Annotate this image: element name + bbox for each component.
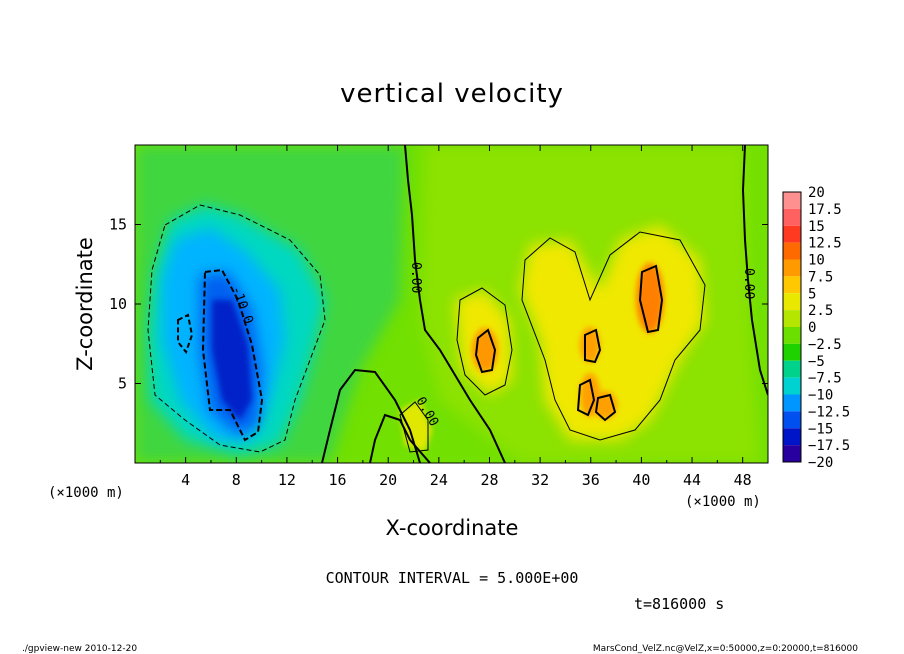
- y-tick-label: 15: [109, 216, 127, 234]
- colorbar-label: 10: [808, 253, 825, 269]
- y-axis-ticks: 5 10 15: [109, 216, 768, 393]
- colorbar-label: −15: [808, 421, 833, 437]
- contour-zero-left: [404, 145, 506, 463]
- colorbar-swatch: [783, 293, 801, 311]
- x-tick-label: 28: [480, 471, 498, 489]
- footer-left: ./gpview-new 2010-12-20: [22, 644, 137, 654]
- contour-label-zero-right: 0.00: [741, 268, 756, 299]
- x-tick-label: 12: [278, 471, 296, 489]
- y-tick-label: 10: [109, 295, 127, 313]
- colorbar-label: 2.5: [808, 303, 833, 319]
- contour-five-small: [399, 401, 429, 453]
- contour-zero-right: [741, 145, 768, 396]
- colorbar-label: 7.5: [808, 269, 833, 285]
- colorbar-label: 12.5: [808, 236, 842, 252]
- colorbar-swatch: [783, 411, 801, 429]
- colorbar-label: −17.5: [808, 438, 850, 454]
- footer-right: MarsCond_VelZ.nc@VelZ,x=0:50000,z=0:2000…: [593, 644, 858, 654]
- contour-minus-ten: [201, 268, 264, 442]
- colorbar: 2017.51512.5107.552.50−2.5−5−7.5−10−12.5…: [782, 185, 850, 471]
- colorbar-swatch: [783, 377, 801, 395]
- x-tick-label: 4: [181, 471, 190, 489]
- x-axis-label: X-coordinate: [386, 516, 519, 540]
- colorbar-label: −20: [808, 455, 833, 471]
- colorbar-label: −12.5: [808, 404, 850, 420]
- colorbar-swatch: [783, 276, 801, 294]
- x-tick-label: 24: [430, 471, 448, 489]
- x-unit-label-right: (×1000 m): [685, 494, 761, 510]
- colorbar-label: −2.5: [808, 337, 842, 353]
- colorbar-swatch: [783, 208, 801, 226]
- contour-ten-35km: [576, 378, 596, 417]
- x-tick-label: 16: [329, 471, 347, 489]
- colorbar-label: −10: [808, 388, 833, 404]
- colorbar-swatch: [783, 310, 801, 327]
- contour-five-mid: [456, 287, 513, 396]
- updraft-region-small: [400, 400, 432, 452]
- colorbar-label: −7.5: [808, 371, 842, 387]
- colorbar-swatch: [783, 242, 801, 260]
- colorbar-swatch: [783, 225, 801, 243]
- contour-ten-38km: [594, 393, 617, 422]
- colorbar-label: 5: [808, 286, 816, 302]
- colorbar-swatch: [783, 394, 801, 412]
- contour-ten-40km: [638, 264, 664, 334]
- x-tick-label: 48: [734, 471, 752, 489]
- x-tick-label: 44: [683, 471, 701, 489]
- contour-minus-five: [147, 204, 326, 453]
- x-tick-label: 32: [531, 471, 549, 489]
- colorbar-swatch: [783, 259, 801, 277]
- contour-lines: [147, 145, 768, 463]
- chart-title: vertical velocity: [340, 79, 564, 109]
- colorbar-label: 17.5: [808, 202, 842, 218]
- x-unit-label-left: (×1000 m): [48, 485, 124, 501]
- contour-minus-ten-small: [177, 313, 194, 355]
- velocity-field: 0.00 0.00 0.00 -10.0: [135, 145, 768, 463]
- colorbar-swatch: [783, 360, 801, 378]
- y-tick-label: 5: [118, 375, 127, 393]
- colorbar-label: 15: [808, 219, 825, 235]
- x-tick-label: 40: [632, 471, 650, 489]
- plot-area: 0.00 0.00 0.00 -10.0 4 8 12 16 20 24 28 32 36 40 4…: [109, 144, 769, 489]
- colorbar-label: −5: [808, 354, 825, 370]
- contour-label-zero-mid: 0.00: [408, 262, 423, 293]
- x-axis-ticks: 4 8 12 16 20 24 28 32 36 40 44 48: [159, 145, 752, 489]
- x-tick-label: 20: [379, 471, 397, 489]
- colorbar-frame: [782, 191, 802, 463]
- contour-ten-28km: [474, 328, 497, 374]
- colorbar-swatch: [783, 343, 801, 361]
- contour-zero-lower: [321, 368, 421, 463]
- contour-five-east: [521, 231, 706, 441]
- contour-zero-lower-b: [369, 413, 431, 463]
- y-axis-label: Z-coordinate: [73, 237, 97, 371]
- colorbar-swatch: [783, 192, 801, 209]
- x-tick-label: 8: [232, 471, 241, 489]
- time-text: t=816000 s: [634, 595, 724, 613]
- contour-ten-36km: [584, 328, 602, 364]
- x-tick-label: 36: [582, 471, 600, 489]
- colorbar-swatch: [783, 445, 801, 462]
- colorbar-label: 20: [808, 185, 825, 201]
- contour-interval-text: CONTOUR INTERVAL = 5.000E+00: [326, 569, 579, 587]
- colorbar-swatch: [783, 428, 801, 446]
- colorbar-label: 0: [808, 320, 816, 336]
- colorbar-swatch: [783, 327, 801, 344]
- downdraft-core: [212, 300, 252, 420]
